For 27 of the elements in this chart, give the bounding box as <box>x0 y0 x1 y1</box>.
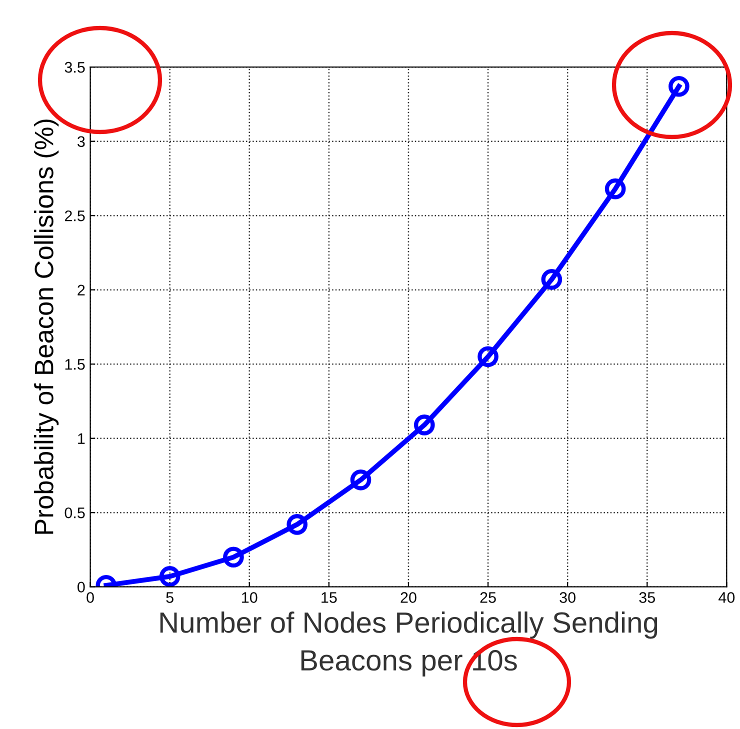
y-tick-label: 0.5 <box>64 507 85 518</box>
y-axis-title: Probability of Beacon Collisions (%) <box>34 120 59 534</box>
x-tick-label: 10 <box>242 592 258 603</box>
y-tick-label: 0 <box>78 582 85 593</box>
point <box>604 178 626 200</box>
point <box>223 546 244 568</box>
y-tick-label: 3.5 <box>64 62 85 73</box>
x-tick-label: 35 <box>639 592 655 603</box>
y-tick-label: 2 <box>78 284 85 296</box>
y-tick-label: 1 <box>78 433 85 444</box>
x-tick-label: 5 <box>166 592 174 603</box>
x-tick-label: 25 <box>480 592 496 603</box>
x-tick-label: 15 <box>322 592 337 603</box>
x-tick-label: 0 <box>86 592 94 603</box>
point <box>478 346 498 368</box>
x-tick-label: 30 <box>560 592 576 603</box>
x-tick-label: 20 <box>400 592 416 603</box>
x-tick-label: 40 <box>718 592 735 603</box>
point <box>159 566 180 587</box>
y-tick-label: 1.5 <box>65 359 85 370</box>
point <box>350 470 372 490</box>
point <box>668 76 690 97</box>
y-tick-label: 2.5 <box>64 210 85 222</box>
y-tick-label: 3 <box>78 136 85 148</box>
point <box>414 414 435 436</box>
point <box>286 514 308 535</box>
point <box>541 269 562 290</box>
